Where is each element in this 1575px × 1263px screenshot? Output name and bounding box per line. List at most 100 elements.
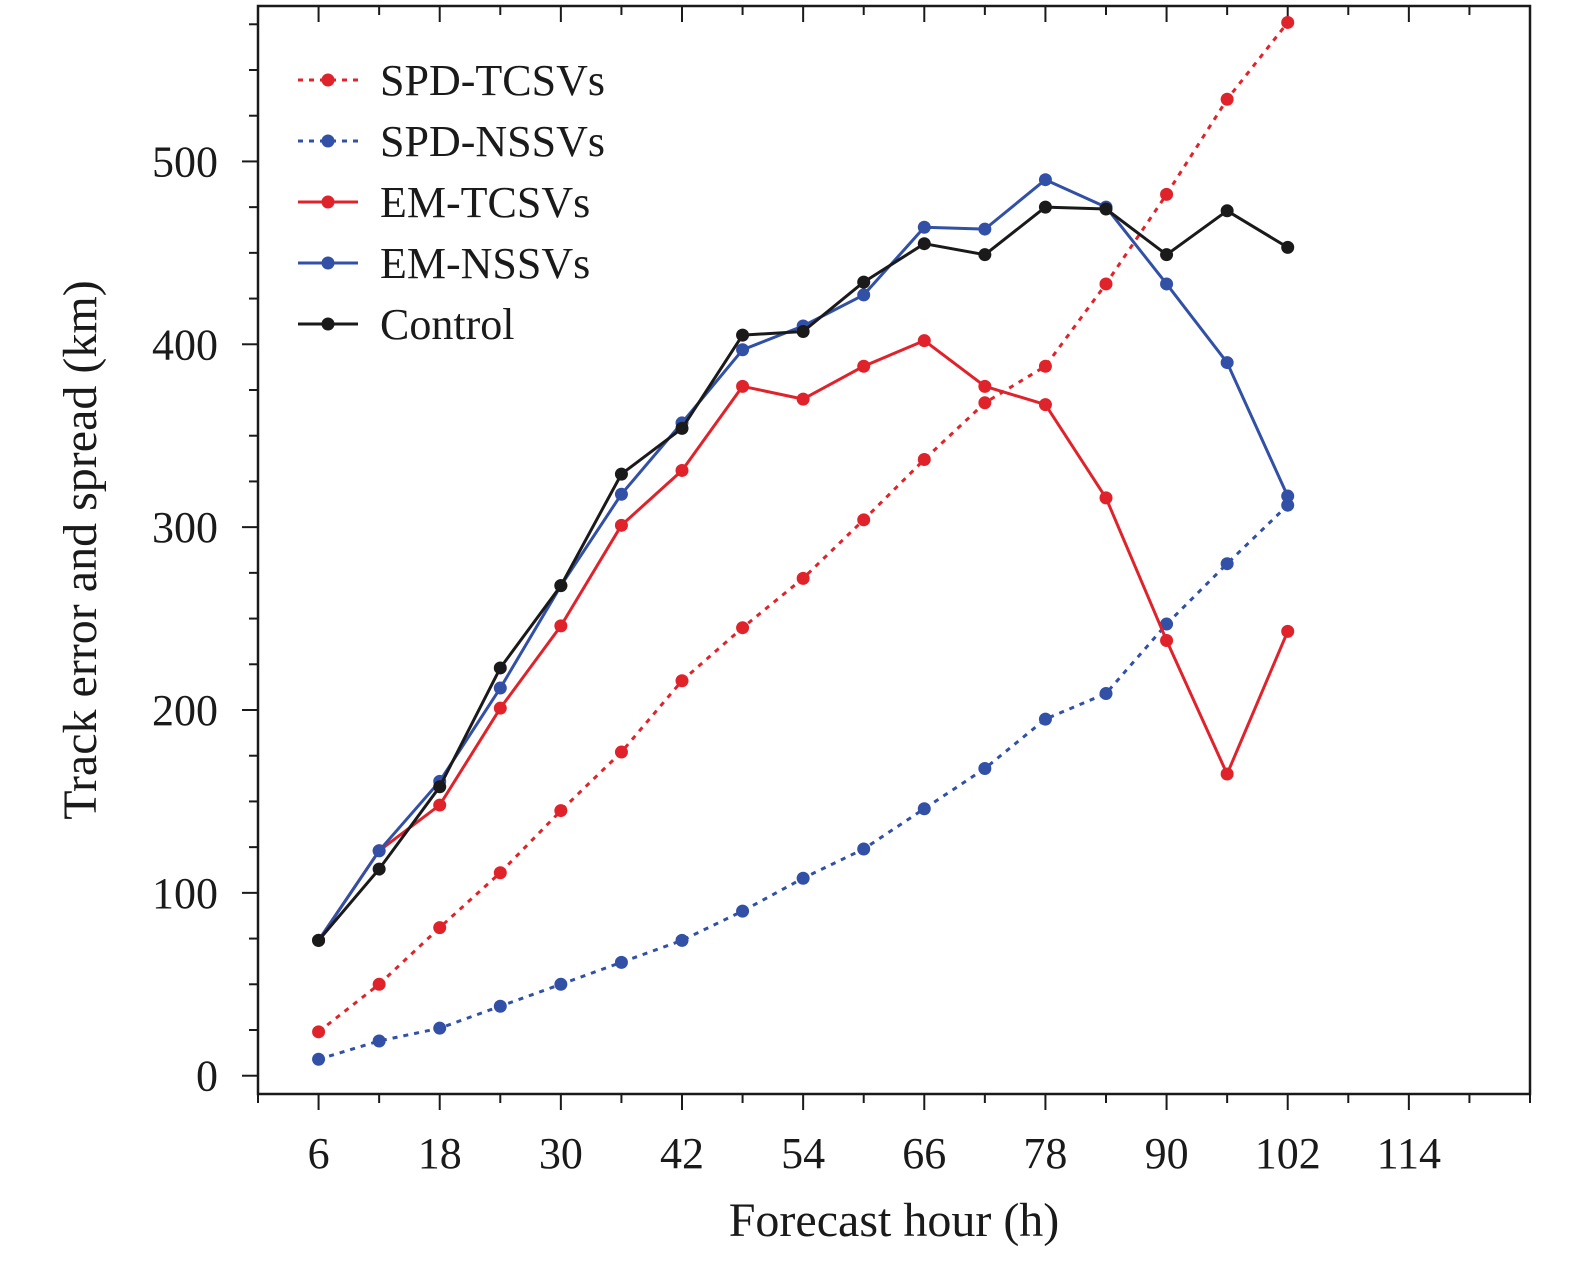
x-tick-label: 90 [1145,1129,1189,1178]
y-axis-title: Track error and spread (km) [54,280,107,819]
data-point [1099,277,1113,291]
data-point [978,222,992,236]
series-spd-nssvs [312,498,1295,1066]
data-point [675,674,689,688]
legend-item: Control [298,300,514,349]
legend-label: EM-NSSVs [380,239,590,288]
data-point [1038,173,1052,187]
data-point [978,396,992,410]
y-tick-label: 0 [196,1052,218,1101]
data-point [614,955,628,969]
y-tick-label: 200 [152,686,218,735]
data-point [736,621,750,635]
data-point [1220,92,1234,106]
data-point [1099,687,1113,701]
x-tick-label: 102 [1255,1129,1321,1178]
legend-label: EM-TCSVs [380,178,590,227]
legend-item: SPD-NSSVs [298,117,605,166]
data-point [917,802,931,816]
legend-item: SPD-TCSVs [298,56,605,105]
data-point [493,661,507,675]
data-point [1220,356,1234,370]
data-point [1038,200,1052,214]
data-point [1099,202,1113,216]
data-point [1038,398,1052,412]
x-tick-label: 54 [781,1129,825,1178]
data-point [372,844,386,858]
y-tick-label: 100 [152,869,218,918]
data-point [857,275,871,289]
legend-item: EM-NSSVs [298,239,590,288]
data-point [1160,277,1174,291]
data-point [433,798,447,812]
legend-label: SPD-NSSVs [380,117,605,166]
x-tick-label: 114 [1377,1129,1441,1178]
legend-label: SPD-TCSVs [380,56,605,105]
data-point [372,862,386,876]
legend-item: EM-TCSVs [298,178,590,227]
data-point [614,467,628,481]
series-layer [312,15,1295,1066]
data-point [736,904,750,918]
data-point [614,487,628,501]
plot-frame [256,4,1532,1096]
data-point [1281,498,1295,512]
data-point [433,1021,447,1035]
data-point [493,866,507,880]
data-point [614,745,628,759]
series-line [317,339,1290,942]
x-tick-label: 6 [308,1129,330,1178]
data-point [1220,557,1234,571]
data-point [736,328,750,342]
data-point [736,379,750,393]
data-point [675,933,689,947]
series-spd-tcsvs [312,15,1295,1039]
series-line [318,504,1289,1061]
x-tick-label: 30 [539,1129,583,1178]
data-point [433,780,447,794]
data-point [736,343,750,357]
legend: SPD-TCSVs SPD-NSSVs EM-TCSVs EM-NSSVs Contro… [298,56,605,349]
data-point [796,392,810,406]
data-point [978,379,992,393]
x-tick-label: 18 [418,1129,462,1178]
data-point [433,921,447,935]
data-point [796,571,810,585]
legend-marker [321,134,335,148]
x-tick-label: 78 [1023,1129,1067,1178]
data-point [917,452,931,466]
data-point [493,681,507,695]
data-point [312,1025,326,1039]
legend-marker [321,73,335,87]
data-point [1281,624,1295,638]
plot-area-border [256,4,1532,1096]
legend-marker [321,317,335,331]
data-point [1160,248,1174,262]
data-point [312,1052,326,1066]
legend-label: Control [380,300,514,349]
legend-marker [321,195,335,209]
data-point [1281,240,1295,254]
x-tick-label: 66 [902,1129,946,1178]
data-point [372,977,386,991]
data-point [1160,634,1174,648]
series-em-tcsvs [312,334,1295,947]
data-point [978,248,992,262]
data-point [857,842,871,856]
data-point [978,762,992,776]
data-point [614,518,628,532]
legend-marker [321,256,335,270]
data-point [1160,187,1174,201]
data-point [312,933,326,947]
data-point [857,359,871,373]
data-point [1099,491,1113,505]
data-point [857,513,871,527]
data-point [796,871,810,885]
y-tick-label: 500 [152,137,218,186]
x-axis-title: Forecast hour (h) [729,1194,1060,1247]
data-point [554,804,568,818]
data-point [372,1034,386,1048]
x-tick-label: 42 [660,1129,704,1178]
data-point [917,220,931,234]
